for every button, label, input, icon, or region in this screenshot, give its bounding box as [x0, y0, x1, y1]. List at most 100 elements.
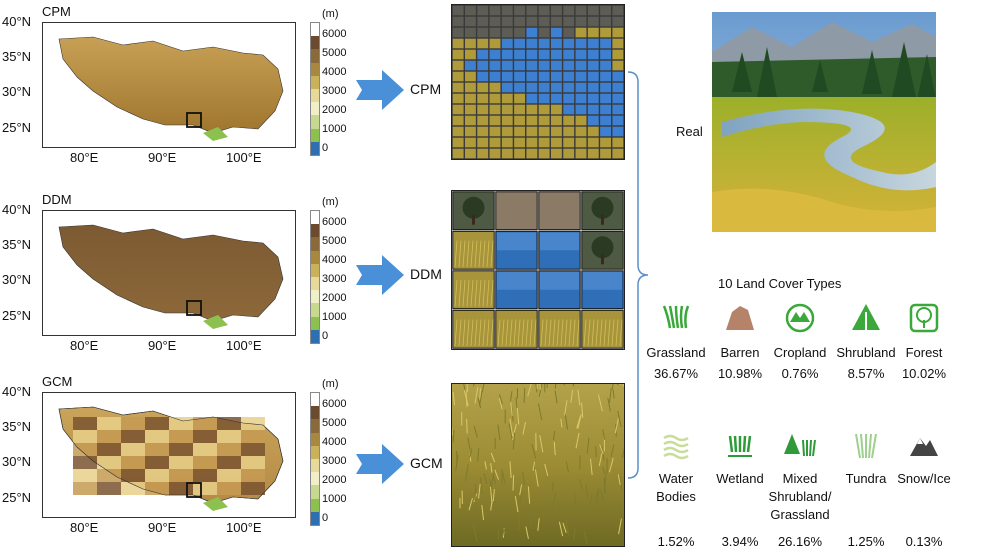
land-cover-percent: 10.98%: [717, 366, 763, 381]
cpm-tile: [550, 5, 562, 16]
cpm-tile: [501, 27, 513, 38]
cpm-tile: [612, 115, 624, 126]
cpm-tile: [489, 148, 501, 159]
colorbar-level-label: 4000: [322, 436, 347, 448]
colorbar-swatch: [311, 432, 319, 446]
cpm-tile: [575, 5, 587, 16]
cpm-tile: [464, 93, 476, 104]
cpm-tile: [452, 104, 464, 115]
cpm-tile: [563, 60, 575, 71]
lat-tick-label: 25°N: [2, 120, 32, 135]
cpm-tile: [587, 38, 599, 49]
colorbar-swatch: [311, 419, 319, 433]
cpm-tile: [538, 16, 550, 27]
cpm-tile: [452, 5, 464, 16]
cpm-tile: [526, 104, 538, 115]
colorbar-level-label: 2000: [322, 292, 347, 304]
tundra-icon: [855, 433, 877, 459]
cpm-tile: [464, 104, 476, 115]
cpm-tile: [550, 137, 562, 148]
cpm-tile: [612, 93, 624, 104]
cpm-tile: [538, 38, 550, 49]
cpm-tile: [575, 27, 587, 38]
cpm-tile: [489, 82, 501, 93]
cpm-tile: [526, 148, 538, 159]
cpm-tile: [538, 148, 550, 159]
colorbar-swatch: [311, 472, 319, 486]
colorbar-swatch: [311, 23, 319, 37]
colorbar-swatch: [311, 75, 319, 89]
colorbar-swatch: [311, 498, 319, 512]
colorbar-level-label: 6000: [322, 216, 347, 228]
colorbar-level-label: 0: [322, 512, 329, 524]
colorbar-level-label: 5000: [322, 235, 347, 247]
cpm-tile: [501, 71, 513, 82]
cpm-tile: [587, 148, 599, 159]
cpm-tile: [452, 71, 464, 82]
cpm-tile: [514, 126, 526, 137]
colorbar-swatch: [311, 115, 319, 129]
lat-tick-label: 30°N: [2, 272, 32, 287]
cpm-tile: [550, 16, 562, 27]
cpm-tile: [489, 5, 501, 16]
cpm-tile: [489, 71, 501, 82]
cpm-tile: [550, 60, 562, 71]
cpm-tile: [538, 71, 550, 82]
cpm-tile: [489, 137, 501, 148]
cpm-tile: [514, 137, 526, 148]
cpm-tile: [563, 27, 575, 38]
cpm-tile: [587, 93, 599, 104]
colorbar-unit: (m): [322, 8, 339, 20]
colorbar-level-label: 5000: [322, 47, 347, 59]
cpm-tile: [550, 93, 562, 104]
colorbar-level-label: 6000: [322, 28, 347, 40]
cpm-tile: [612, 49, 624, 60]
cpm-tile: [538, 5, 550, 16]
elevation-colorbar: [310, 210, 320, 344]
cpm-tile: [464, 49, 476, 60]
cpm-tile: [550, 115, 562, 126]
land-cover-percent: 1.52%: [657, 534, 695, 549]
cpm-tile: [464, 148, 476, 159]
colorbar-swatch: [311, 49, 319, 63]
colorbar-level-label: 3000: [322, 455, 347, 467]
colorbar-swatch: [311, 511, 319, 525]
lon-tick-label: 100°E: [226, 520, 262, 535]
cpm-tile: [575, 71, 587, 82]
cpm-tile: [587, 104, 599, 115]
lon-tick-label: 90°E: [148, 150, 177, 165]
cpm-tile: [452, 148, 464, 159]
cpm-tile: [501, 38, 513, 49]
lon-tick-label: 80°E: [70, 338, 99, 353]
colorbar-unit: (m): [322, 196, 339, 208]
elevation-map-gcm: [42, 392, 296, 518]
cpm-tile: [464, 60, 476, 71]
colorbar-swatch: [311, 224, 319, 238]
cpm-tile: [612, 104, 624, 115]
cpm-tile: [489, 104, 501, 115]
colorbar-swatch: [311, 62, 319, 76]
cpm-tile: [538, 115, 550, 126]
cpm-tile: [612, 16, 624, 27]
cpm-tile: [526, 5, 538, 16]
cpm-tile: [501, 60, 513, 71]
cpm-tile: [526, 49, 538, 60]
cpm-tile: [477, 137, 489, 148]
colorbar-swatch: [311, 36, 319, 50]
colorbar-level-label: 0: [322, 330, 329, 342]
cpm-tile: [489, 93, 501, 104]
cpm-tile: [501, 49, 513, 60]
cpm-tile: [550, 82, 562, 93]
cpm-tile: [538, 27, 550, 38]
cpm-tile: [550, 49, 562, 60]
land-cover-name: Tundra: [845, 471, 887, 486]
cpm-tile: [612, 38, 624, 49]
mixed-shrub-grass-icon: [784, 434, 816, 457]
cpm-tile: [600, 126, 612, 137]
colorbar-swatch: [311, 237, 319, 251]
cpm-tile: [514, 82, 526, 93]
lon-tick-label: 100°E: [226, 150, 262, 165]
cpm-tile: [538, 137, 550, 148]
cpm-tile: [514, 93, 526, 104]
cpm-tile: [550, 38, 562, 49]
